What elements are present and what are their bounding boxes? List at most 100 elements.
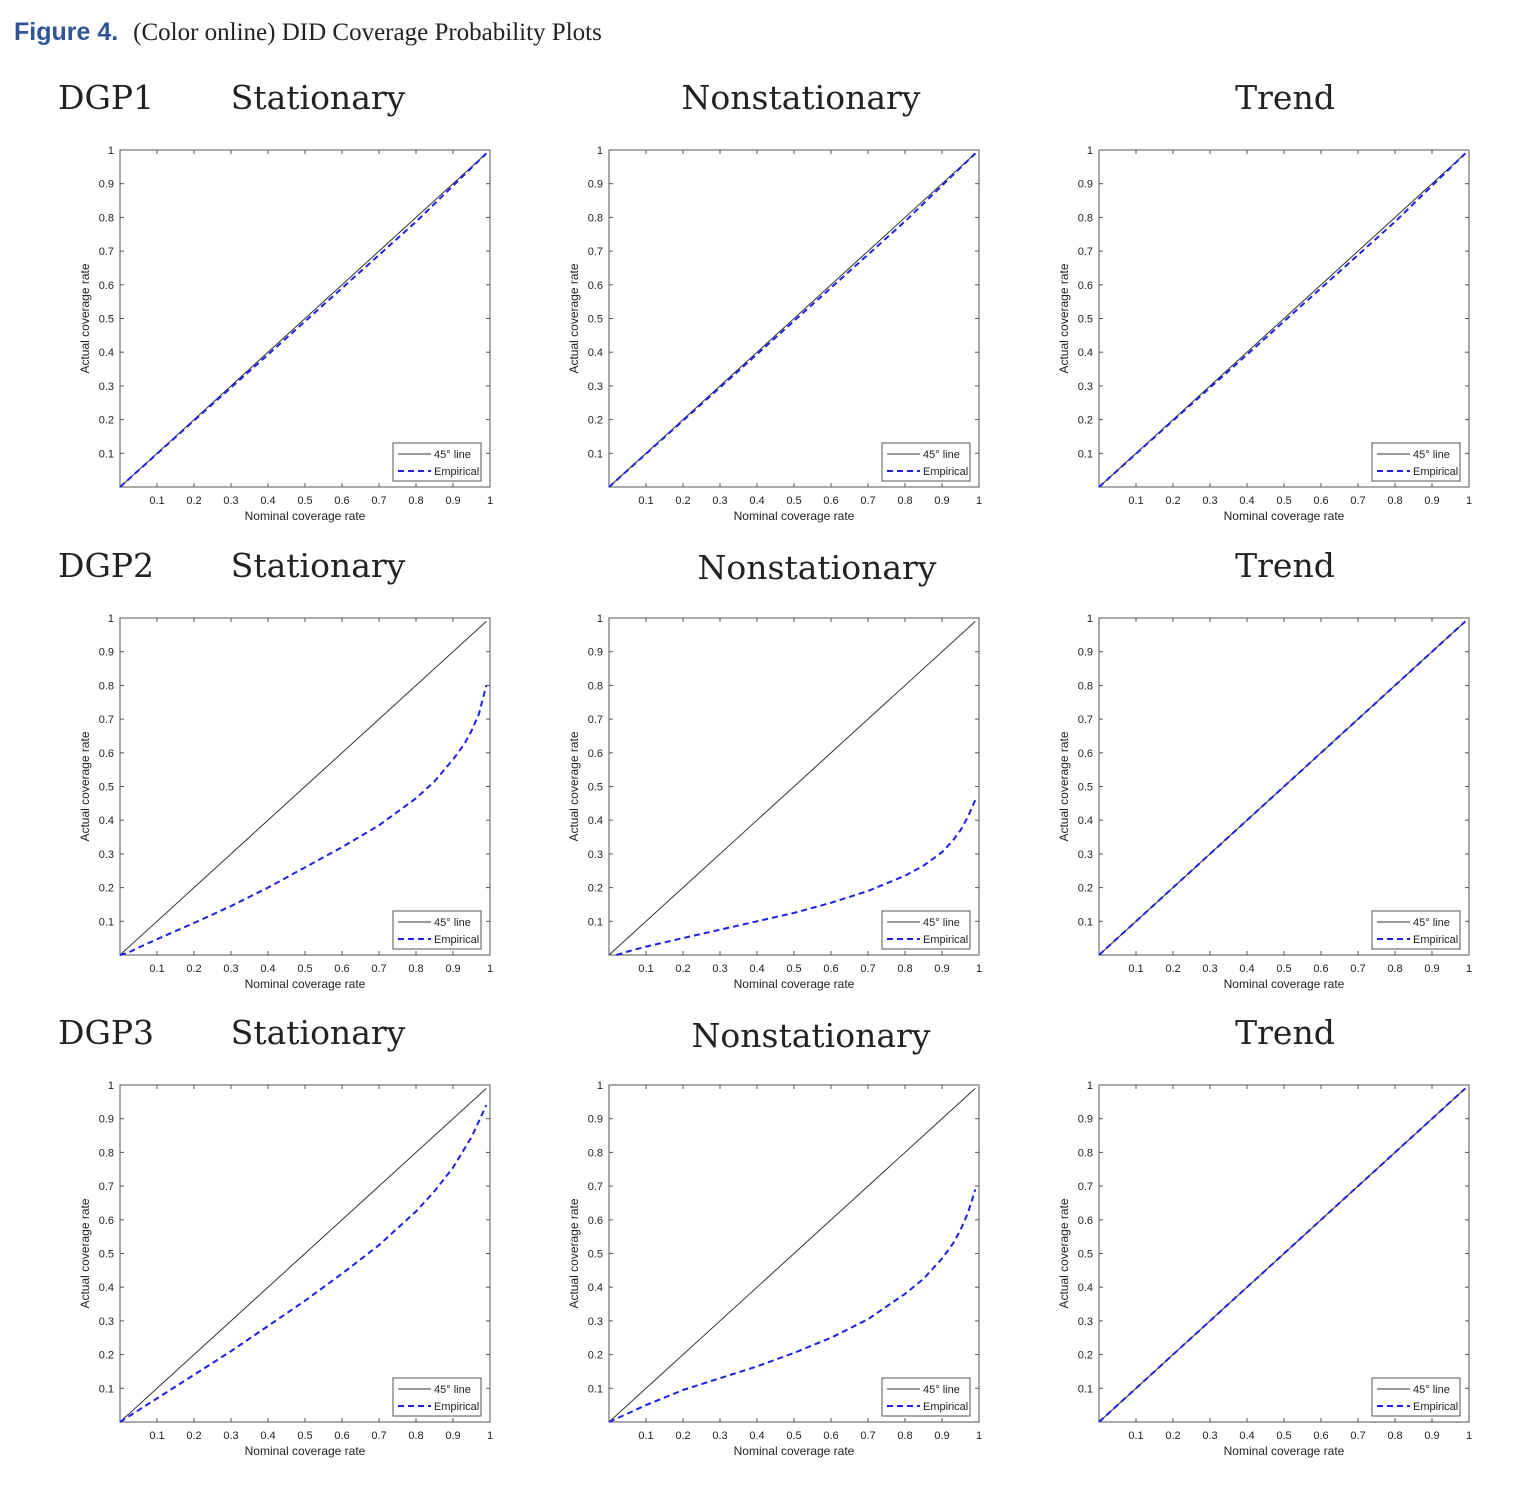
y-axis-label: Actual coverage rate	[1057, 263, 1071, 373]
x-tick-label: 0.4	[260, 1430, 275, 1442]
row-label-dgp3: DGP3	[58, 1013, 155, 1052]
x-tick-label: 0.4	[260, 495, 275, 507]
y-tick-label: 0.5	[1078, 782, 1093, 794]
y-tick-label: 0.7	[99, 246, 114, 258]
y-tick-label: 0.5	[99, 1249, 114, 1261]
y-tick-label: 0.4	[99, 347, 114, 359]
y-tick-label: 0.8	[99, 1147, 114, 1159]
y-tick-label: 0.9	[99, 1114, 114, 1126]
series-line-empirical	[1098, 152, 1466, 488]
legend-label-45: 45° line	[1413, 449, 1450, 461]
y-tick-label: 0.1	[1078, 448, 1093, 460]
y-tick-label: 0.1	[588, 448, 603, 460]
legend-box	[1371, 442, 1461, 482]
figure-label: Figure 4.	[14, 18, 119, 46]
y-tick-label: 0.1	[1078, 1383, 1093, 1395]
y-tick-label: 0.5	[588, 314, 603, 326]
row-label-dgp1: DGP1	[58, 78, 155, 117]
x-tick-label: 0.3	[712, 963, 727, 975]
chart-dgp1-nonstationary: 0.1 0.2 0.3 0.4 0.5 0.6 0.7 0.8 0.9 1 0.1 0.2 0.3 0.4…	[567, 145, 982, 523]
x-tick-label: 0.7	[371, 1430, 386, 1442]
panel-title-dgp2-trend: Trend	[1235, 546, 1335, 585]
x-tick-label: 0.3	[223, 1430, 238, 1442]
legend-label-45: 45° line	[923, 917, 960, 929]
x-tick-label: 0.1	[149, 963, 164, 975]
x-tick-label: 1	[976, 495, 982, 507]
y-tick-label: 0.8	[588, 680, 603, 692]
y-tick-label: 0.3	[588, 381, 603, 393]
legend-label-45: 45° line	[434, 1384, 471, 1396]
x-axis-label: Nominal coverage rate	[245, 509, 366, 523]
figure-caption: Figure 4. (Color online) DID Coverage Pr…	[14, 18, 602, 47]
series-line-empirical	[119, 152, 487, 488]
y-tick-label: 0.4	[99, 815, 114, 827]
x-tick-label: 1	[487, 495, 493, 507]
x-tick-label: 0.8	[1387, 963, 1402, 975]
y-tick-label: 0.9	[1078, 179, 1093, 191]
x-tick-label: 0.8	[1387, 495, 1402, 507]
legend: 45° line Empirical	[1371, 910, 1461, 950]
x-tick-label: 0.7	[1350, 495, 1365, 507]
x-tick-label: 0.5	[786, 495, 801, 507]
x-tick-label: 0.9	[445, 963, 460, 975]
y-axis-label: Actual coverage rate	[1057, 731, 1071, 841]
legend: 45° line Empirical	[392, 1377, 482, 1417]
x-tick-label: 0.6	[1313, 495, 1328, 507]
x-tick-label: 0.9	[1424, 495, 1439, 507]
x-tick-label: 0.2	[1165, 1430, 1180, 1442]
series-line-45	[608, 1088, 976, 1423]
y-tick-label: 0.2	[99, 1350, 114, 1362]
x-tick-label: 0.2	[675, 963, 690, 975]
x-tick-label: 0.6	[823, 1430, 838, 1442]
series-line-empirical	[616, 799, 977, 956]
x-tick-label: 0.6	[1313, 1430, 1328, 1442]
y-tick-label: 0.6	[588, 1215, 603, 1227]
x-tick-label: 1	[1466, 1430, 1472, 1442]
y-tick-label: 0.5	[99, 782, 114, 794]
x-axis-label: Nominal coverage rate	[734, 1444, 855, 1458]
panel-title-dgp1-trend: Trend	[1235, 78, 1335, 117]
x-tick-label: 0.8	[408, 1430, 423, 1442]
x-tick-label: 0.9	[934, 495, 949, 507]
x-tick-label: 0.1	[149, 1430, 164, 1442]
legend-label-empirical: Empirical	[1413, 934, 1458, 946]
x-tick-label: 0.3	[1202, 495, 1217, 507]
y-tick-label: 0.7	[99, 714, 114, 726]
x-tick-label: 0.8	[897, 495, 912, 507]
y-tick-label: 0.7	[1078, 714, 1093, 726]
x-tick-label: 0.2	[1165, 495, 1180, 507]
legend-box	[392, 910, 482, 950]
y-tick-label: 0.4	[588, 347, 603, 359]
y-tick-label: 0.9	[1078, 1114, 1093, 1126]
y-tick-label: 0.8	[588, 1147, 603, 1159]
x-tick-label: 0.2	[675, 495, 690, 507]
legend-label-45: 45° line	[434, 449, 471, 461]
x-tick-label: 1	[976, 1430, 982, 1442]
x-tick-label: 0.6	[823, 963, 838, 975]
x-tick-label: 0.8	[897, 1430, 912, 1442]
y-tick-label: 0.7	[1078, 246, 1093, 258]
panel-title-dgp3-nonstationary: Nonstationary	[691, 1016, 931, 1055]
y-tick-label: 0.7	[588, 714, 603, 726]
y-tick-label: 0.5	[99, 314, 114, 326]
y-tick-label: 0.2	[1078, 883, 1093, 895]
y-tick-label: 0.6	[1078, 280, 1093, 292]
x-tick-label: 0.1	[638, 963, 653, 975]
y-tick-label: 1	[1087, 613, 1093, 625]
figure-caption-text: (Color online) DID Coverage Probability …	[133, 19, 602, 46]
legend-label-45: 45° line	[1413, 1384, 1450, 1396]
y-tick-label: 0.6	[1078, 1215, 1093, 1227]
x-tick-label: 0.4	[1239, 963, 1254, 975]
x-tick-label: 0.7	[371, 963, 386, 975]
legend-label-45: 45° line	[434, 917, 471, 929]
x-tick-label: 0.7	[860, 495, 875, 507]
x-tick-label: 0.1	[1128, 1430, 1143, 1442]
x-tick-label: 0.1	[149, 495, 164, 507]
x-tick-label: 0.3	[223, 495, 238, 507]
legend-label-empirical: Empirical	[434, 466, 479, 478]
x-tick-label: 0.4	[749, 1430, 764, 1442]
x-tick-label: 0.9	[934, 963, 949, 975]
y-tick-label: 1	[108, 1080, 114, 1092]
y-tick-label: 0.2	[99, 415, 114, 427]
y-tick-label: 0.6	[99, 280, 114, 292]
